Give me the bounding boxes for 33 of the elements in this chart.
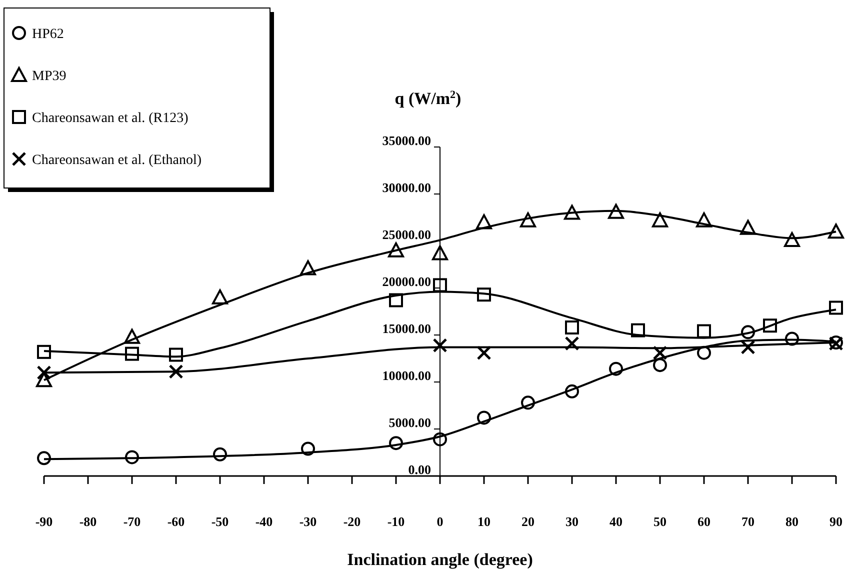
x-tick-label: 60 (698, 514, 710, 529)
y-tick-label: 10000.00 (382, 368, 431, 383)
x-tick-label: 40 (610, 514, 622, 529)
x-tick-label: -20 (343, 514, 361, 529)
legend-label: Chareonsawan et al. (Ethanol) (32, 153, 202, 168)
x-tick-label: -10 (387, 514, 405, 529)
x-tick-label: 30 (566, 514, 578, 529)
x-tick-label: 90 (830, 514, 842, 529)
x-tick-label: -60 (167, 514, 185, 529)
x-tick-label: -70 (123, 514, 141, 529)
y-tick-label: 35000.00 (382, 133, 431, 148)
x-tick-label: -50 (211, 514, 229, 529)
y-tick-label: 15000.00 (382, 321, 431, 336)
x-tick-label: -30 (299, 514, 317, 529)
x-tick-label: -90 (35, 514, 53, 529)
y-tick-label: 30000.00 (382, 180, 431, 195)
x-axis-title: Inclination angle (degree) (347, 550, 533, 569)
legend-label: HP62 (32, 27, 64, 42)
x-tick-label: 70 (742, 514, 754, 529)
x-tick-label: 80 (786, 514, 798, 529)
x-tick-label: 0 (436, 514, 444, 529)
y-tick-label: 20000.00 (382, 274, 431, 289)
x-tick-label: 20 (522, 514, 534, 529)
legend-label: Chareonsawan et al. (R123) (32, 111, 189, 126)
x-tick-label: -40 (255, 514, 273, 529)
x-tick-label: 10 (478, 514, 490, 529)
y-tick-label: 0.00 (408, 462, 431, 477)
y-tick-label: 25000.00 (382, 227, 431, 242)
x-tick-label: -80 (79, 514, 97, 529)
y-tick-label: 5000.00 (388, 415, 431, 430)
y-axis-title: q (W/m$^{2}$) (394, 89, 462, 108)
legend-label: MP39 (32, 69, 66, 84)
x-tick-label: 50 (654, 514, 666, 529)
